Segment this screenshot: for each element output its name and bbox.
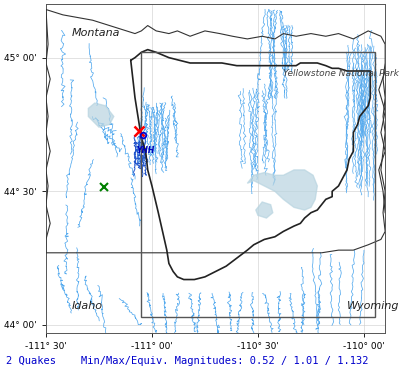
Text: Yellowstone National Park: Yellowstone National Park: [283, 69, 398, 78]
Text: 2 Quakes    Min/Max/Equiv. Magnitudes: 0.52 / 1.01 / 1.132: 2 Quakes Min/Max/Equiv. Magnitudes: 0.52…: [6, 356, 368, 366]
Text: Wyoming: Wyoming: [346, 301, 398, 311]
Text: Idaho: Idaho: [71, 301, 102, 311]
Bar: [141, 52, 374, 317]
Polygon shape: [247, 170, 317, 210]
Text: Montana: Montana: [71, 28, 119, 38]
Text: YHH: YHH: [136, 147, 154, 155]
Polygon shape: [255, 202, 272, 218]
Polygon shape: [88, 103, 114, 127]
